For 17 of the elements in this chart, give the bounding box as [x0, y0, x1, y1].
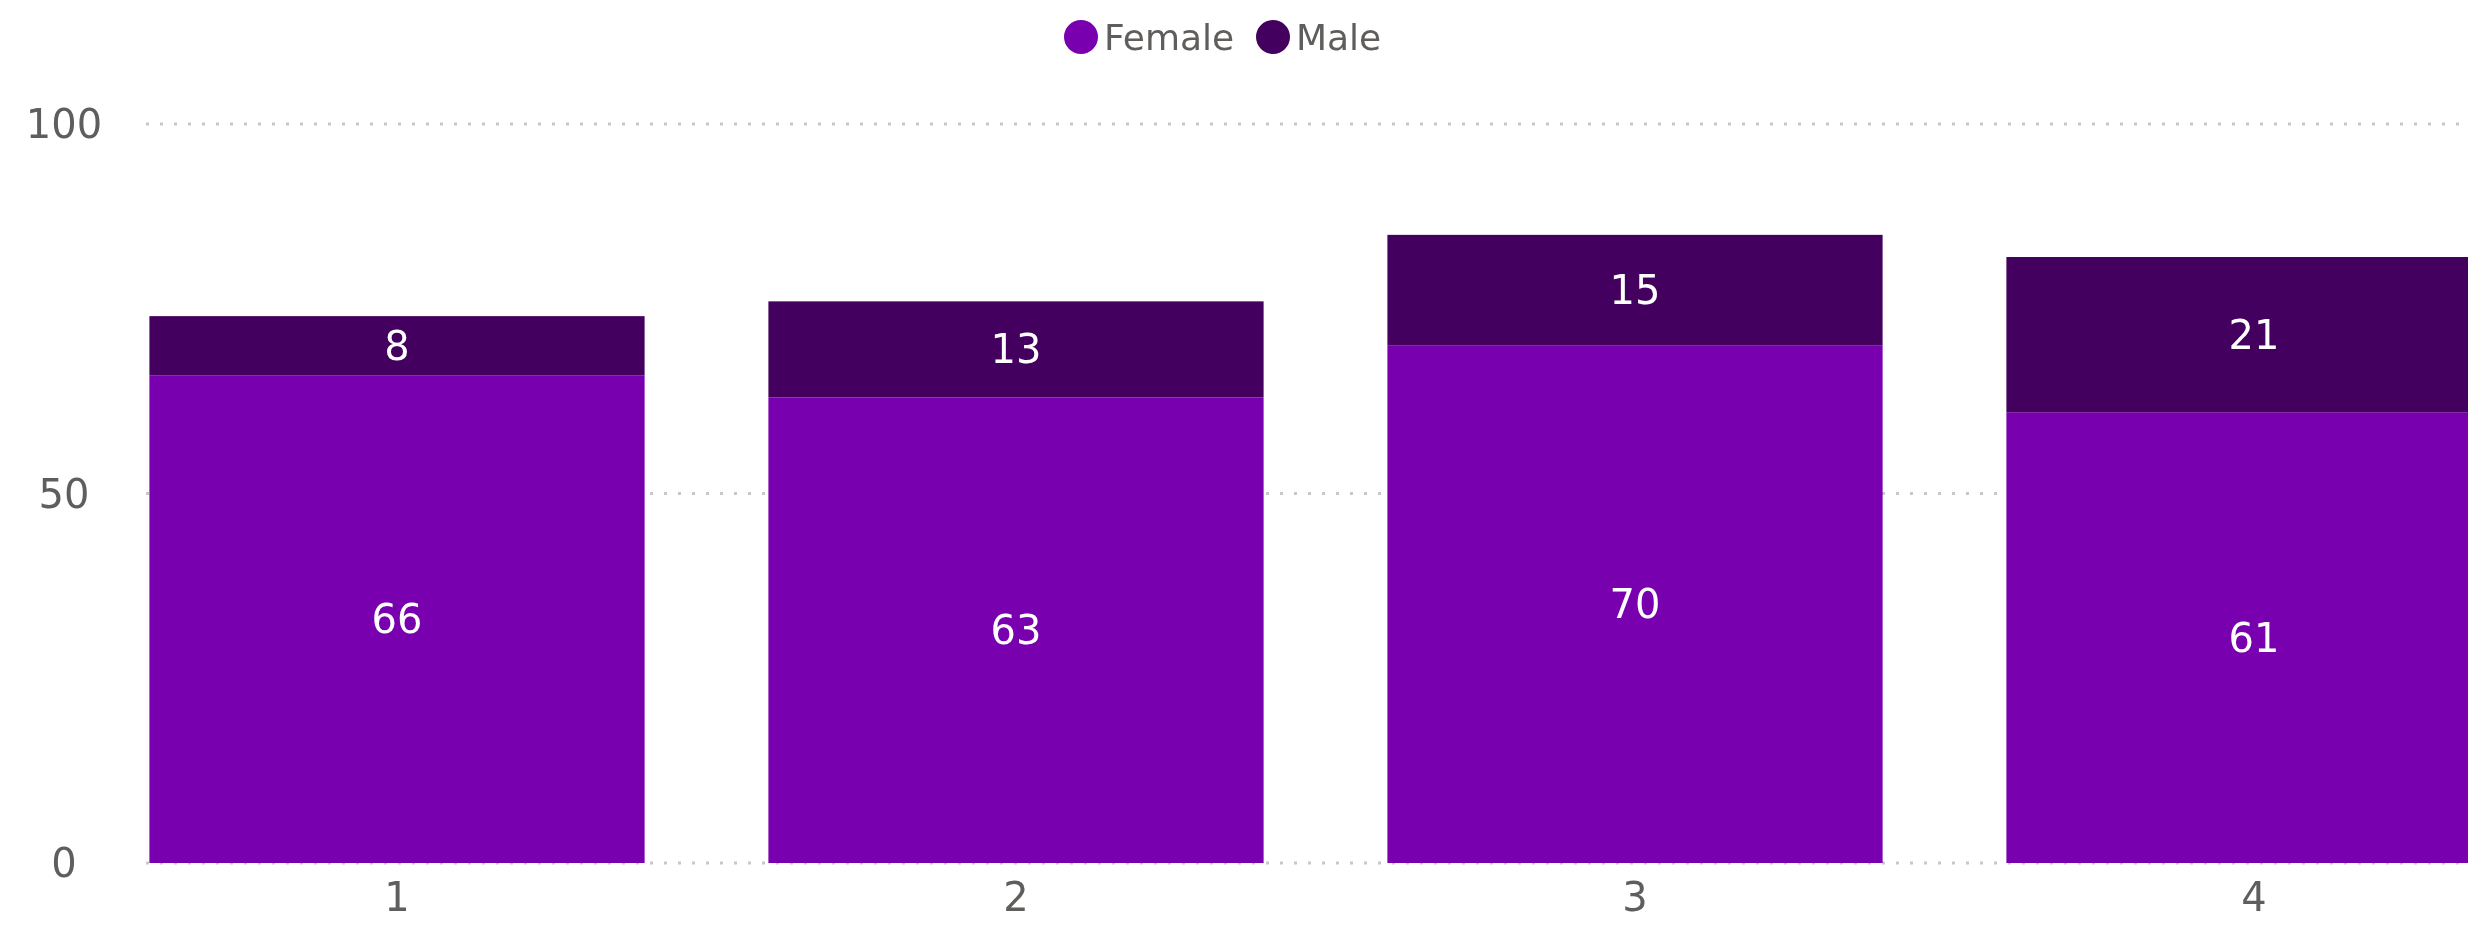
data-label: 61: [2228, 614, 2280, 661]
x-tick-label: 1: [384, 874, 410, 920]
y-tick-label: 100: [25, 101, 103, 147]
legend-label: Male: [1296, 16, 1382, 58]
data-label: 8: [384, 322, 410, 369]
data-label: 63: [990, 607, 1042, 654]
y-tick-label: 50: [38, 470, 90, 517]
data-label: 13: [990, 326, 1042, 373]
x-tick-label: 4: [2241, 874, 2267, 920]
data-label: 66: [371, 596, 423, 643]
data-label: 15: [1609, 267, 1661, 314]
data-label: 70: [1609, 581, 1661, 628]
y-tick-label: 0: [51, 840, 77, 886]
x-tick-label: 2: [1003, 874, 1029, 920]
legend-label: Female: [1104, 16, 1235, 58]
data-label: 21: [2228, 311, 2280, 358]
x-tick-label: 3: [1622, 874, 1648, 920]
